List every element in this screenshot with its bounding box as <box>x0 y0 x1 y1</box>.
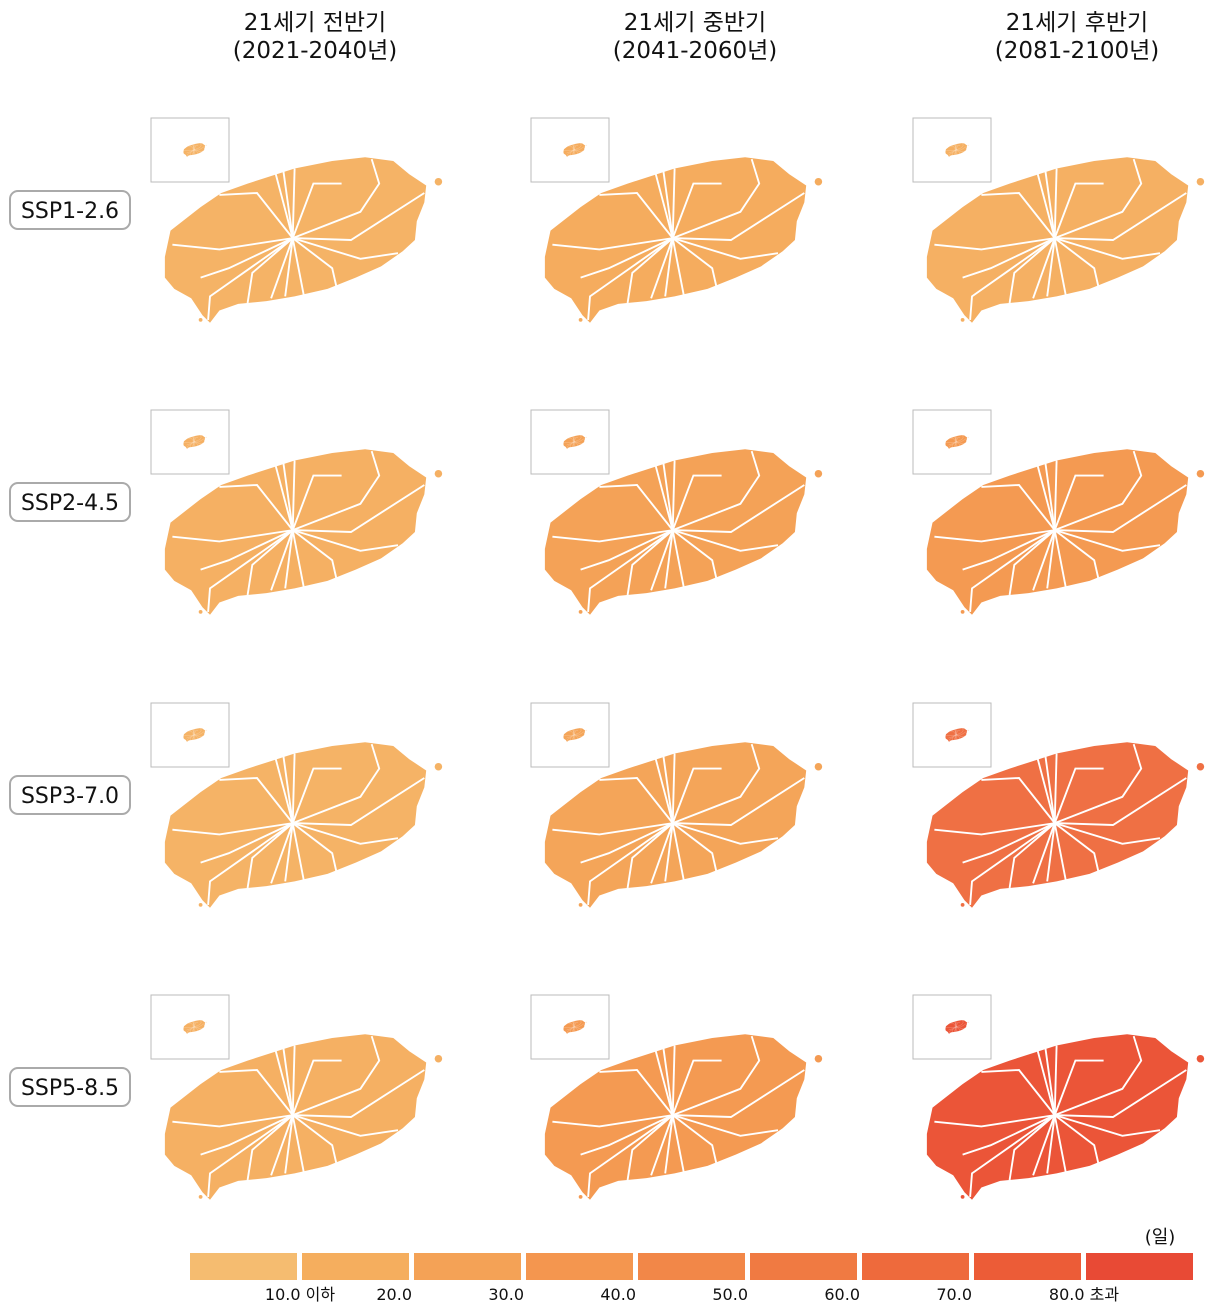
row-label-box <box>9 190 131 230</box>
map <box>912 702 1206 909</box>
legend-label: 10.0 이하 <box>265 1285 335 1304</box>
legend-label: 20.0 <box>376 1285 412 1304</box>
map <box>530 117 824 324</box>
legend-label: 80.0 초과 <box>1049 1285 1119 1304</box>
column-subtitle: (2041-2060년) <box>613 38 777 64</box>
row-label-box <box>9 482 131 522</box>
row-label: SSP2-4.5 <box>21 491 119 516</box>
legend-swatch <box>414 1253 521 1280</box>
legend-label: 30.0 <box>488 1285 524 1304</box>
legend-swatch <box>974 1253 1081 1280</box>
legend-label: 40.0 <box>600 1285 636 1304</box>
legend-label: 50.0 <box>712 1285 748 1304</box>
map <box>150 117 444 324</box>
column-title: 21세기 중반기 <box>624 10 766 36</box>
column-subtitle: (2021-2040년) <box>233 38 397 64</box>
legend-unit: (일) <box>1145 1227 1176 1248</box>
legend-swatch <box>862 1253 969 1280</box>
map <box>150 409 444 616</box>
map <box>912 994 1206 1201</box>
column-subtitle: (2081-2100년) <box>995 38 1159 64</box>
map <box>150 702 444 909</box>
legend-swatch <box>526 1253 633 1280</box>
row-label: SSP1-2.6 <box>21 199 119 224</box>
map <box>912 409 1206 616</box>
row-label: SSP3-7.0 <box>21 784 119 809</box>
map <box>530 702 824 909</box>
legend-swatch <box>638 1253 745 1280</box>
legend-label: 70.0 <box>936 1285 972 1304</box>
column-title: 21세기 후반기 <box>1006 10 1148 36</box>
map <box>912 117 1206 324</box>
legend-label: 60.0 <box>824 1285 860 1304</box>
row-label: SSP5-8.5 <box>21 1076 119 1101</box>
row-label-box <box>9 1067 131 1107</box>
map <box>150 994 444 1201</box>
map <box>530 994 824 1201</box>
legend-swatch <box>190 1253 297 1280</box>
legend-swatch <box>750 1253 857 1280</box>
legend-swatch <box>1086 1253 1193 1280</box>
map <box>530 409 824 616</box>
legend-swatch <box>302 1253 409 1280</box>
column-title: 21세기 전반기 <box>244 10 386 36</box>
row-label-box <box>9 775 131 815</box>
